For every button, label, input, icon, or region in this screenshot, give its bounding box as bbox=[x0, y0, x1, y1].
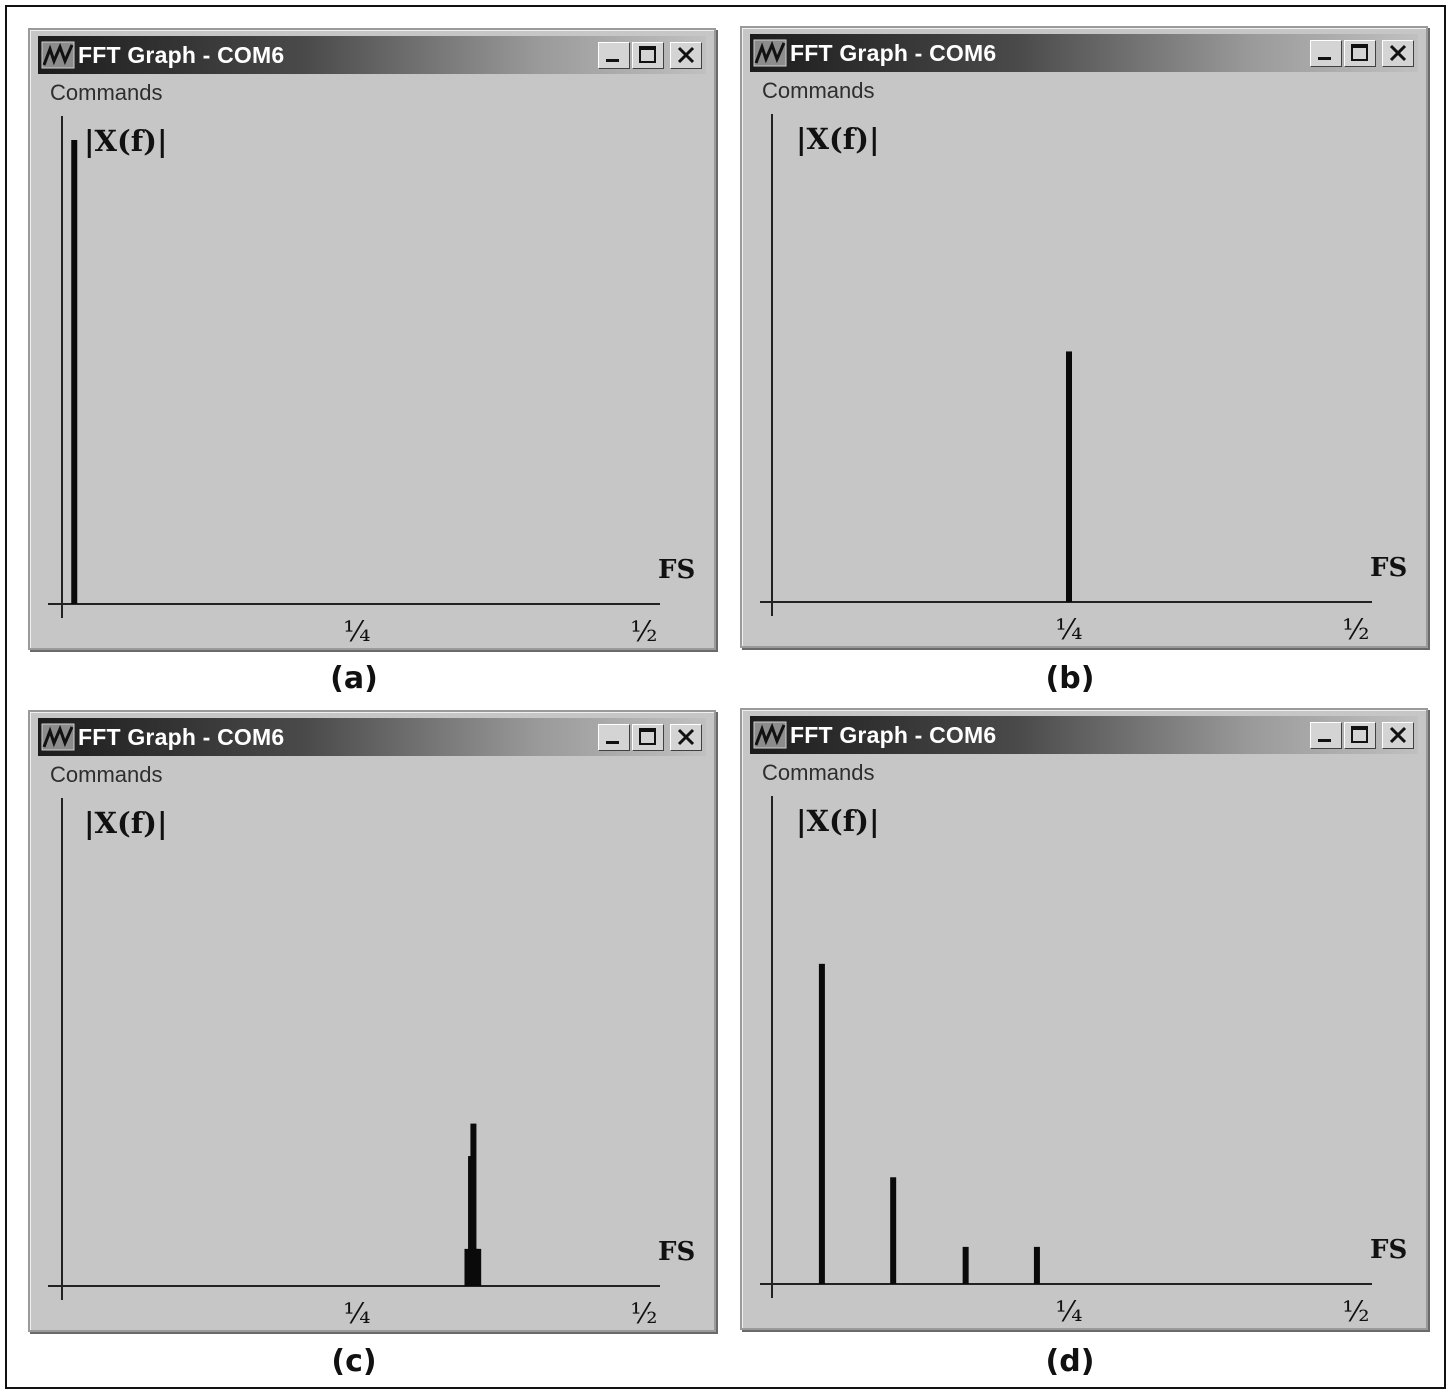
window-title: FFT Graph - COM6 bbox=[78, 42, 285, 68]
window-title: FFT Graph - COM6 bbox=[790, 722, 997, 748]
caption-d: (d) bbox=[1045, 1344, 1095, 1379]
tick-quarter: ¼ bbox=[343, 615, 370, 648]
caption-c: (c) bbox=[331, 1344, 377, 1379]
title-bar[interactable]: FFT Graph - COM6 bbox=[38, 36, 706, 74]
x-axis-label-fs: FS bbox=[1370, 553, 1407, 583]
close-icon bbox=[677, 728, 695, 746]
maximize-button[interactable] bbox=[1344, 722, 1376, 749]
maximize-icon bbox=[639, 728, 656, 745]
close-icon bbox=[1389, 44, 1407, 62]
figure-border bbox=[5, 5, 1446, 1389]
spectrum-bar-4 bbox=[475, 1248, 482, 1286]
minimize-icon bbox=[1318, 739, 1331, 742]
minimize-icon bbox=[1318, 57, 1331, 60]
maximize-button[interactable] bbox=[1344, 40, 1376, 67]
fft-window-a[interactable]: FFT Graph - COM6 Commands |X(f)| FS ¼ ½ bbox=[28, 28, 716, 650]
menu-commands[interactable]: Commands bbox=[762, 78, 875, 103]
spectrum-bar-0 bbox=[1066, 351, 1072, 602]
tick-quarter: ¼ bbox=[1055, 613, 1082, 646]
spectrum-bars bbox=[71, 140, 78, 604]
title-bar[interactable]: FFT Graph - COM6 bbox=[750, 34, 1418, 72]
tick-half: ½ bbox=[1342, 1295, 1369, 1328]
waveform-app-icon bbox=[41, 723, 75, 751]
maximize-icon bbox=[1351, 726, 1368, 743]
title-bar[interactable]: FFT Graph - COM6 bbox=[38, 718, 706, 756]
maximize-icon bbox=[639, 46, 656, 63]
waveform-app-icon bbox=[41, 41, 75, 69]
tick-half: ½ bbox=[630, 1297, 657, 1330]
fft-plot: |X(f)| FS ¼ ½ bbox=[48, 116, 695, 648]
close-button[interactable] bbox=[1382, 722, 1414, 749]
waveform-app-icon bbox=[753, 39, 787, 67]
spectrum-bar-0 bbox=[818, 963, 825, 1284]
y-axis-label: |X(f)| bbox=[84, 124, 168, 158]
window-title: FFT Graph - COM6 bbox=[78, 724, 285, 750]
spectrum-bars bbox=[818, 963, 1040, 1284]
close-button[interactable] bbox=[1382, 40, 1414, 67]
minimize-icon bbox=[606, 59, 619, 62]
fft-window-b[interactable]: FFT Graph - COM6 Commands |X(f)| FS ¼ ½ bbox=[740, 26, 1428, 648]
tick-half: ½ bbox=[630, 615, 657, 648]
window-title: FFT Graph - COM6 bbox=[790, 40, 997, 66]
x-axis-label-fs: FS bbox=[658, 1237, 695, 1267]
spectrum-bars bbox=[1066, 351, 1072, 602]
title-bar[interactable]: FFT Graph - COM6 bbox=[750, 716, 1418, 754]
close-icon bbox=[677, 46, 695, 64]
tick-quarter: ¼ bbox=[1055, 1295, 1082, 1328]
spectrum-bar-2 bbox=[962, 1246, 969, 1284]
spectrum-bar-1 bbox=[890, 1177, 897, 1284]
waveform-app-icon bbox=[753, 721, 787, 749]
close-button[interactable] bbox=[670, 42, 702, 69]
maximize-button[interactable] bbox=[632, 724, 664, 751]
minimize-button[interactable] bbox=[1310, 40, 1342, 67]
y-axis-label: |X(f)| bbox=[796, 804, 880, 838]
spectrum-bar-3 bbox=[1033, 1246, 1040, 1284]
spectrum-bars bbox=[464, 1123, 482, 1286]
tick-half: ½ bbox=[1342, 613, 1369, 646]
close-icon bbox=[1389, 726, 1407, 744]
menu-commands[interactable]: Commands bbox=[50, 762, 163, 787]
maximize-button[interactable] bbox=[632, 42, 664, 69]
x-axis-label-fs: FS bbox=[658, 555, 695, 585]
spectrum-bar-0 bbox=[464, 1248, 471, 1286]
tick-quarter: ¼ bbox=[343, 1297, 370, 1330]
minimize-button[interactable] bbox=[1310, 722, 1342, 749]
fft-window-c[interactable]: FFT Graph - COM6 Commands |X(f)| FS ¼ ½ bbox=[28, 710, 716, 1332]
fft-plot: |X(f)| FS ¼ ½ bbox=[48, 798, 695, 1330]
close-button[interactable] bbox=[670, 724, 702, 751]
fft-plot: |X(f)| FS ¼ ½ bbox=[760, 796, 1407, 1328]
menu-commands[interactable]: Commands bbox=[50, 80, 163, 105]
y-axis-label: |X(f)| bbox=[84, 806, 168, 840]
minimize-button[interactable] bbox=[598, 42, 630, 69]
caption-b: (b) bbox=[1045, 661, 1095, 696]
spectrum-bar-2 bbox=[470, 1123, 477, 1286]
fft-window-d[interactable]: FFT Graph - COM6 Commands |X(f)| FS ¼ ½ bbox=[740, 708, 1428, 1330]
y-axis-label: |X(f)| bbox=[796, 122, 880, 156]
minimize-button[interactable] bbox=[598, 724, 630, 751]
menu-commands[interactable]: Commands bbox=[762, 760, 875, 785]
spectrum-bar-0 bbox=[71, 140, 78, 604]
fft-plot: |X(f)| FS ¼ ½ bbox=[760, 114, 1407, 646]
minimize-icon bbox=[606, 741, 619, 744]
caption-a: (a) bbox=[330, 661, 378, 696]
maximize-icon bbox=[1351, 44, 1368, 61]
x-axis-label-fs: FS bbox=[1370, 1235, 1407, 1265]
